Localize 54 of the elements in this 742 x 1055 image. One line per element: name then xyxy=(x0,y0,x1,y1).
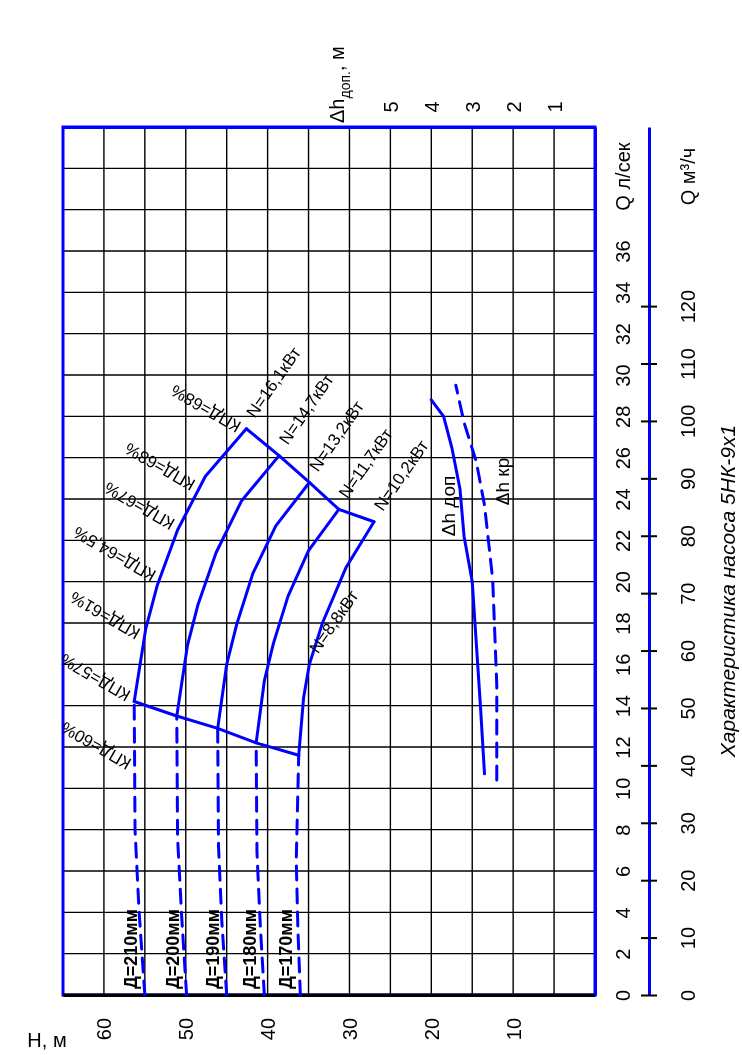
y2-tick-label: 80 xyxy=(677,525,699,548)
y-tick-label: 36 xyxy=(612,240,634,263)
y-tick-label: 34 xyxy=(612,281,634,304)
y2-tick-label: 100 xyxy=(677,404,699,439)
x-tick-label: 10 xyxy=(502,1017,525,1041)
y-axis-title: Q л/сек xyxy=(612,142,634,211)
x-tick-label: 40 xyxy=(257,1017,280,1041)
y2-tick-label: 90 xyxy=(677,467,699,490)
x2-tick-label: 5 xyxy=(379,101,402,113)
y-tick-label: 28 xyxy=(612,405,634,428)
y-tick-label: 18 xyxy=(612,612,634,635)
y2-axis-title: Q м³/ч xyxy=(677,147,699,206)
text: Д=200мм xyxy=(162,909,183,989)
y-tick-label: 4 xyxy=(612,907,634,919)
x2-tick-label: 4 xyxy=(420,101,443,113)
y-tick-label: 32 xyxy=(612,323,634,346)
x2-tick-label: 1 xyxy=(543,101,566,113)
y2-tick-label: 40 xyxy=(677,754,699,777)
text: Характеристика насоса 5НК-9х1 xyxy=(715,424,739,759)
text: Д=190мм xyxy=(202,909,223,989)
y-tick-label: 24 xyxy=(612,488,634,511)
y2-tick-label: 60 xyxy=(677,639,699,663)
y2-tick-label: 30 xyxy=(677,812,699,835)
y-tick-label: 6 xyxy=(612,865,634,878)
y-tick-label: 12 xyxy=(612,736,634,759)
x-tick-label: 60 xyxy=(93,1017,116,1041)
y2-tick-label: 50 xyxy=(677,697,699,720)
text: Д=210мм xyxy=(120,909,141,989)
text: Δh кр xyxy=(492,457,514,506)
y-tick-label: 16 xyxy=(612,653,634,676)
text: Д=170мм xyxy=(276,909,297,989)
x2-tick-label: 2 xyxy=(502,101,525,113)
text: Д=180мм xyxy=(240,909,261,989)
x-tick-label: 50 xyxy=(175,1017,198,1041)
y2-tick-label: 20 xyxy=(677,869,699,892)
y-tick-label: 0 xyxy=(612,989,634,1002)
text: Δh доп xyxy=(437,475,459,537)
x-axis-title: H, м xyxy=(27,1029,67,1051)
y2-tick-label: 110 xyxy=(677,348,699,380)
y2-tick-label: 120 xyxy=(677,289,699,324)
y-tick-label: 26 xyxy=(612,447,634,470)
x-tick-label: 20 xyxy=(420,1017,443,1041)
y2-tick-label: 0 xyxy=(677,989,699,1002)
y-tick-label: 8 xyxy=(612,824,634,836)
y2-tick-label: 70 xyxy=(677,582,699,605)
x-tick-label: 30 xyxy=(338,1017,361,1041)
y-tick-label: 22 xyxy=(612,529,634,552)
y2-tick-label: 10 xyxy=(677,926,699,950)
y-tick-label: 14 xyxy=(612,695,634,718)
y-tick-label: 10 xyxy=(612,777,634,800)
x2-tick-label: 3 xyxy=(461,101,484,113)
y-tick-label: 2 xyxy=(612,948,634,960)
y-tick-label: 30 xyxy=(612,364,634,387)
y-tick-label: 20 xyxy=(612,571,634,594)
